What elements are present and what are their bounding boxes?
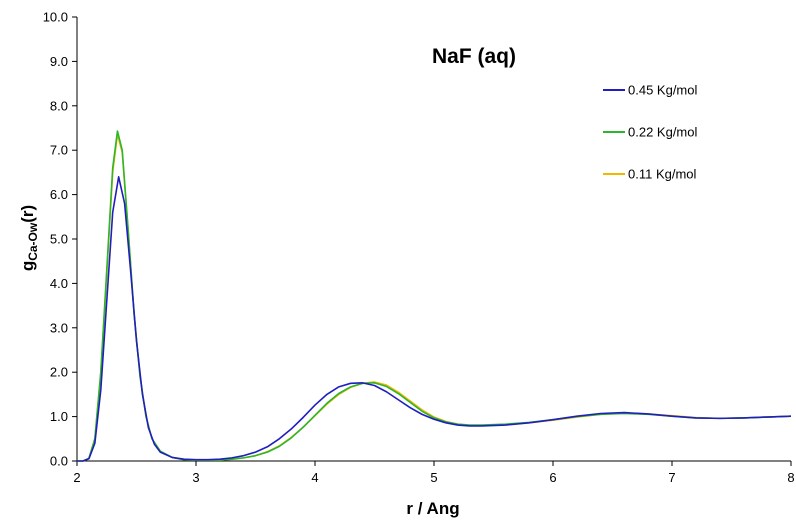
legend-label: 0.11 Kg/mol [628, 167, 697, 182]
y-axis-title-suffix: (r) [18, 205, 37, 223]
x-ticks: 2 3 4 5 6 7 8 [73, 461, 795, 485]
y-tick-label: 10.0 [43, 10, 68, 25]
legend: 0.45 Kg/mol 0.22 Kg/mol 0.11 Kg/mol [603, 83, 697, 182]
x-tick-label: 8 [787, 470, 794, 485]
y-tick-label: 1.0 [50, 409, 68, 424]
x-tick-label: 6 [549, 470, 556, 485]
y-tick-label: 5.0 [50, 232, 68, 247]
y-tick-label: 8.0 [50, 98, 68, 113]
legend-label: 0.22 Kg/mol [628, 125, 697, 140]
y-tick-label: 0.0 [50, 454, 68, 469]
x-tick-label: 2 [73, 470, 80, 485]
x-tick-label: 4 [311, 470, 318, 485]
y-tick-label: 9.0 [50, 54, 68, 69]
legend-label: 0.45 Kg/mol [628, 83, 697, 98]
x-tick-label: 5 [430, 470, 437, 485]
chart-title: NaF (aq) [432, 45, 516, 68]
y-tick-label: 4.0 [50, 276, 68, 291]
y-axis-title-main: g [18, 261, 37, 271]
y-axis-title-subscript: Ca-Ow [26, 222, 40, 261]
x-tick-label: 3 [192, 470, 199, 485]
series-lines [77, 130, 792, 462]
y-tick-label: 6.0 [50, 187, 68, 202]
series-line-0-45-kg-mol [77, 176, 792, 462]
x-axis-title: r / Ang [406, 499, 459, 518]
y-tick-label: 2.0 [50, 365, 68, 380]
y-tick-label: 7.0 [50, 143, 68, 158]
y-tick-label: 3.0 [50, 320, 68, 335]
y-ticks: 0.0 1.0 2.0 3.0 4.0 5.0 6.0 7.0 8.0 9.0 10.0 [43, 10, 77, 469]
y-axis-title: gCa-Ow(r) [18, 205, 40, 271]
series-line-0-11-kg-mol [77, 133, 792, 462]
x-tick-label: 7 [668, 470, 675, 485]
